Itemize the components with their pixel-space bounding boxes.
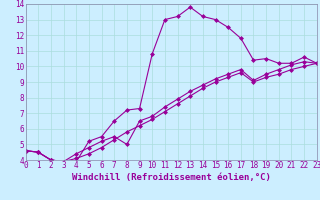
X-axis label: Windchill (Refroidissement éolien,°C): Windchill (Refroidissement éolien,°C) <box>72 173 271 182</box>
